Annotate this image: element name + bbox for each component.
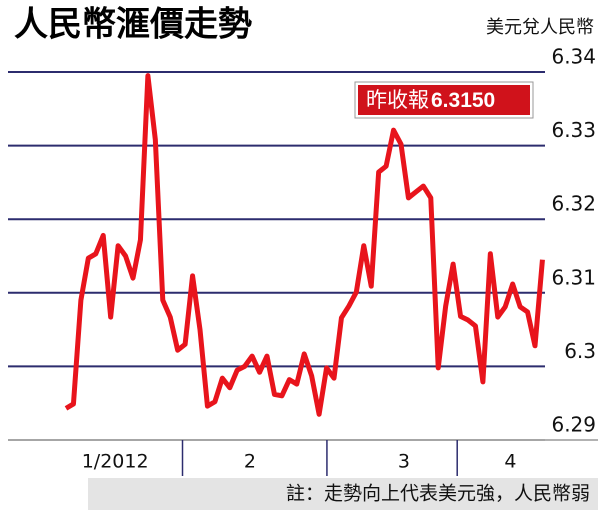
x-tick-label: 4 <box>504 451 516 473</box>
y-tick-label: 6.32 <box>551 192 596 216</box>
x-tick-label: 1/2012 <box>82 451 149 473</box>
y-tick-label: 6.29 <box>551 413 596 437</box>
annotation-text: 昨收報6.3150 <box>366 88 495 112</box>
y-tick-label: 6.34 <box>551 45 596 69</box>
y-tick-label: 6.33 <box>551 118 596 142</box>
note: 註：走勢向上代表美元強，人民幣弱 <box>286 483 590 505</box>
y-axis-label: 美元兌人民幣 <box>486 17 594 38</box>
y-tick-label: 6.3 <box>564 339 596 363</box>
x-tick-label: 3 <box>398 451 410 473</box>
y-tick-label: 6.31 <box>551 265 596 289</box>
annotation-prefix: 昨收報 <box>366 88 429 112</box>
annotation: 昨收報6.3150 <box>354 81 534 119</box>
note-box <box>88 478 598 510</box>
annotation-box <box>356 83 532 117</box>
chart-title: 人民幣滙價走勢 <box>14 5 252 45</box>
annotation-border <box>354 81 534 119</box>
x-tick-label: 2 <box>244 451 256 473</box>
series-line <box>64 73 545 417</box>
annotation-value: 6.3150 <box>431 89 495 112</box>
